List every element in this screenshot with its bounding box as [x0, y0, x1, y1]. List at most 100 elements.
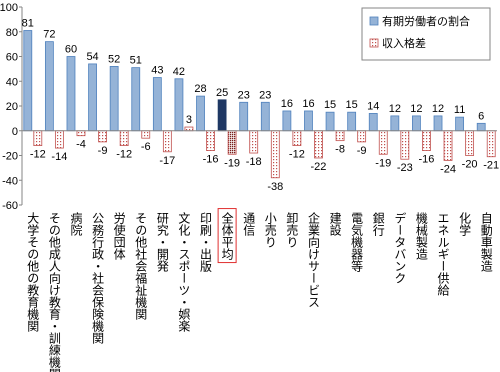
bar — [119, 130, 129, 146]
bar — [88, 63, 97, 132]
value-label: -9 — [357, 145, 367, 157]
value-label: -12 — [289, 149, 305, 161]
y-tick-label: -20 — [2, 151, 18, 163]
x-tick-label: 公務行政・社会保険機関 — [91, 212, 105, 344]
bar — [98, 130, 107, 143]
bar — [422, 130, 431, 151]
value-label: 81 — [22, 18, 34, 30]
bar — [54, 130, 64, 149]
value-label: 11 — [454, 104, 465, 116]
bar — [433, 115, 443, 132]
bar — [44, 41, 54, 132]
x-tick-label: 銀行 — [371, 212, 385, 236]
bar — [196, 95, 205, 132]
value-label: -17 — [159, 155, 175, 167]
bar — [400, 130, 410, 160]
value-label: 15 — [346, 99, 358, 111]
bar — [325, 111, 335, 132]
value-label: -16 — [203, 154, 219, 166]
y-tick-label: -40 — [2, 175, 18, 187]
highlight-box — [217, 208, 237, 264]
value-label: 16 — [281, 98, 293, 110]
value-label: 60 — [65, 44, 77, 56]
value-label: 28 — [194, 83, 206, 95]
value-label: -18 — [246, 156, 262, 168]
value-label: 16 — [302, 98, 314, 110]
bar — [184, 126, 194, 132]
x-tick-label: 企業向けサービス — [306, 211, 320, 308]
bar — [347, 111, 357, 132]
bar — [76, 130, 86, 137]
y-tick-label: 20 — [6, 101, 18, 113]
x-tick-label: 大学その他の教育機関 — [26, 212, 40, 332]
bar — [368, 113, 378, 132]
bar — [249, 130, 259, 154]
value-label: -24 — [440, 163, 456, 175]
bar — [33, 130, 43, 146]
value-label: 12 — [432, 103, 444, 115]
x-tick-label: 通信 — [242, 212, 256, 237]
bar — [239, 101, 249, 132]
value-label: -21 — [483, 160, 499, 172]
value-label: 12 — [410, 103, 422, 115]
y-tick-label: 80 — [6, 27, 18, 39]
bar — [109, 66, 119, 132]
bar — [390, 115, 400, 132]
bar — [335, 130, 345, 142]
x-tick-label: 電気機器等 — [350, 212, 364, 272]
bar — [162, 130, 172, 153]
value-label: -14 — [51, 151, 67, 163]
x-tick-label: 病院 — [69, 211, 83, 236]
value-label: 23 — [238, 89, 250, 101]
bar — [292, 130, 302, 146]
bar — [23, 30, 33, 132]
legend-label: 有期労働者の割合 — [382, 14, 470, 28]
value-label: 15 — [324, 99, 336, 111]
value-label: 25 — [216, 87, 228, 99]
legend-box — [361, 7, 491, 61]
value-label: -8 — [335, 144, 345, 156]
x-tick-label: データバンク — [393, 212, 407, 284]
x-tick-label: その他成人向け教育・訓練機関 — [47, 212, 61, 372]
value-label: -12 — [116, 149, 132, 161]
value-label: 23 — [259, 89, 271, 101]
bar — [152, 77, 162, 132]
bar — [217, 99, 227, 132]
bar — [378, 130, 388, 155]
value-label: 43 — [151, 65, 163, 77]
bar — [304, 110, 313, 132]
bar — [260, 101, 270, 132]
y-tick-label: 60 — [6, 52, 18, 64]
y-tick-label: -60 — [2, 200, 18, 212]
bar — [465, 130, 475, 156]
value-label: 14 — [367, 100, 379, 112]
x-tick-label: 労使団体 — [112, 212, 126, 261]
bar — [443, 130, 453, 161]
x-tick-label: その他社会福祉機関 — [134, 212, 148, 320]
bar — [486, 130, 496, 158]
value-label: 12 — [389, 103, 401, 115]
value-label: 51 — [130, 55, 142, 67]
value-label: 6 — [478, 110, 484, 122]
bar — [206, 130, 215, 151]
legend-swatch — [369, 38, 379, 48]
x-tick-label: 研究・開発 — [155, 212, 169, 272]
x-tick-label: 建設 — [328, 212, 342, 236]
value-label: 3 — [186, 114, 192, 126]
x-tick-label: 卸売り — [285, 211, 299, 248]
x-tick-label: 文化・スポーツ・娯楽 — [177, 211, 191, 332]
legend-swatch — [369, 16, 379, 26]
x-tick-label: 全体平均 — [220, 211, 234, 261]
x-tick-label: エネルギー供給 — [436, 212, 450, 296]
bar — [314, 130, 323, 159]
y-tick-label: 40 — [6, 76, 18, 88]
bar — [476, 122, 486, 132]
value-label: -9 — [98, 145, 108, 157]
value-label: -12 — [30, 149, 46, 161]
x-tick-label: 機械製造 — [414, 211, 428, 260]
value-label: -19 — [375, 157, 391, 169]
value-label: -4 — [76, 139, 86, 151]
value-label: -38 — [267, 181, 283, 193]
bar — [131, 67, 141, 132]
